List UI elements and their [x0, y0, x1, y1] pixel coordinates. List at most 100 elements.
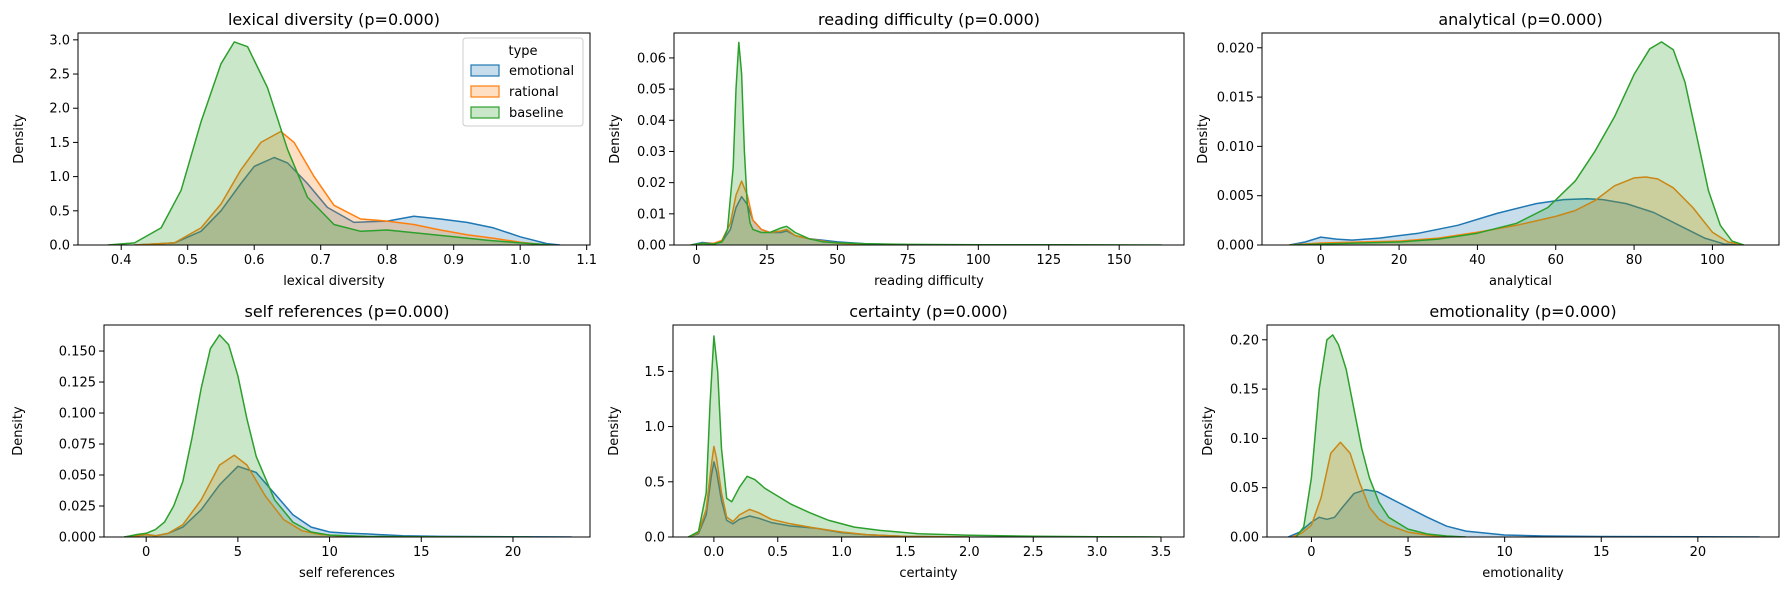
series-area-emotional — [690, 196, 951, 245]
series-area-baseline — [1296, 334, 1466, 537]
y-tick-label: 0.00 — [637, 239, 666, 254]
legend-title: type — [508, 44, 537, 59]
y-tick-label: 0.02 — [637, 176, 666, 191]
x-tick-label: 1.1 — [576, 253, 597, 268]
series-area-baseline — [688, 336, 1161, 537]
x-tick-label: 20 — [1391, 253, 1408, 268]
y-tick-label: 0.0 — [49, 239, 70, 254]
y-tick-label: 1.0 — [644, 420, 665, 435]
chart-title: certainty (p=0.000) — [849, 302, 1008, 321]
y-tick-label: 0.000 — [59, 531, 96, 546]
x-tick-label: 80 — [1626, 253, 1643, 268]
x-tick-label: 25 — [759, 253, 776, 268]
chart-panel-5: certainty (p=0.000) 0.0 0.5 1.0 1.5 2.0 2.5 3.0… — [607, 302, 1185, 581]
y-tick-label: 0.010 — [1217, 140, 1254, 155]
x-tick-label: 1.0 — [510, 253, 531, 268]
series-area-emotional — [134, 157, 561, 245]
y-tick-label: 0.00 — [1230, 531, 1259, 546]
axes-frame — [77, 32, 591, 246]
x-tick-label: 0 — [142, 545, 150, 560]
x-tick-label: 15 — [1593, 545, 1610, 560]
x-tick-label: 100 — [1700, 253, 1725, 268]
y-tick-label: 0.075 — [59, 438, 96, 453]
y-tick-label: 0.05 — [1230, 481, 1259, 496]
y-tick-label: 0.15 — [1230, 383, 1259, 398]
y-tick-label: 3.0 — [49, 33, 70, 48]
series-line-emotional — [134, 156, 561, 245]
y-tick-label: 0.150 — [59, 345, 96, 360]
y-tick-label: 1.0 — [49, 170, 70, 185]
series-area-baseline — [690, 42, 1162, 245]
series-line-rational — [1289, 176, 1744, 245]
chart-panel-1: lexical diversity (p=0.000) 0.4 0.5 0.6 0.7 0… — [12, 10, 597, 289]
plot-area — [1288, 334, 1760, 537]
x-tick-label: 100 — [966, 253, 991, 268]
y-tick-label: 0.125 — [59, 376, 96, 391]
series-area-emotional — [1288, 489, 1760, 537]
y-tick-label: 0.20 — [1230, 333, 1259, 348]
legend-label-rational: rational — [509, 85, 559, 100]
x-tick-label: 0.6 — [244, 253, 265, 268]
x-tick-label: 0 — [692, 253, 700, 268]
y-tick-label: 0.5 — [49, 204, 70, 219]
series-line-baseline — [690, 41, 1162, 245]
x-axis-label: reading difficulty — [874, 274, 984, 289]
series-line-baseline — [1289, 41, 1745, 245]
x-tick-label: 5 — [1404, 545, 1412, 560]
y-tick-label: 0.025 — [59, 500, 96, 515]
x-tick-label: 0.5 — [177, 253, 198, 268]
series-area-rational — [688, 446, 970, 537]
legend-swatch-baseline — [470, 106, 500, 119]
x-tick-label: 3.5 — [1151, 545, 1172, 560]
y-tick-label: 0.000 — [1217, 239, 1254, 254]
series-line-baseline — [124, 334, 532, 537]
y-tick-label: 0.050 — [59, 469, 96, 484]
y-tick-label: 0.5 — [644, 475, 665, 490]
y-tick-label: 0.03 — [637, 145, 666, 160]
series-line-emotional — [1288, 488, 1760, 537]
chart-title: analytical (p=0.000) — [1438, 10, 1602, 29]
y-tick-label: 0.005 — [1217, 189, 1254, 204]
x-tick-label: 75 — [900, 253, 917, 268]
series-area-rational — [690, 181, 951, 245]
y-axis-label: Density — [607, 406, 622, 456]
y-tick-label: 0.020 — [1217, 41, 1254, 56]
plot-area — [124, 334, 572, 537]
y-tick-label: 0.01 — [637, 207, 666, 222]
series-line-baseline — [687, 335, 1162, 537]
x-tick-label: 20 — [1690, 545, 1707, 560]
series-line-rational — [134, 130, 547, 245]
x-tick-label: 10 — [1496, 545, 1513, 560]
x-tick-label: 0.9 — [443, 253, 464, 268]
x-tick-label: 2.0 — [959, 545, 980, 560]
plot-area — [687, 335, 1162, 537]
y-tick-label: 0.05 — [637, 83, 666, 98]
x-tick-label: 0.0 — [704, 545, 725, 560]
series-area-rational — [1289, 177, 1744, 245]
series-area-emotional — [124, 466, 572, 537]
axes-frame — [103, 324, 591, 538]
y-tick-label: 2.5 — [49, 68, 70, 83]
chart-title: emotionality (p=0.000) — [1429, 302, 1616, 321]
x-tick-label: 60 — [1547, 253, 1564, 268]
plot-area — [690, 41, 1162, 245]
series-area-rational — [134, 131, 547, 245]
series-line-baseline — [1295, 334, 1467, 537]
series-area-baseline — [107, 41, 554, 245]
series-area-emotional — [1289, 198, 1740, 245]
x-tick-label: 1.0 — [831, 545, 852, 560]
x-axis-label: lexical diversity — [283, 274, 385, 289]
x-tick-label: 0.5 — [767, 545, 788, 560]
series-line-rational — [688, 445, 970, 537]
y-axis-label: Density — [1201, 406, 1216, 456]
legend-swatch-emotional — [470, 64, 500, 77]
chart-title: lexical diversity (p=0.000) — [228, 10, 440, 29]
x-tick-label: 0.4 — [111, 253, 132, 268]
x-tick-label: 20 — [505, 545, 522, 560]
y-axis-label: Density — [12, 114, 27, 164]
chart-panel-4: self references (p=0.000) 0 5 10 15 20 0.000 0.… — [11, 302, 591, 581]
series-area-baseline — [124, 334, 532, 537]
x-tick-label: 15 — [413, 545, 430, 560]
x-tick-label: 0.8 — [377, 253, 398, 268]
